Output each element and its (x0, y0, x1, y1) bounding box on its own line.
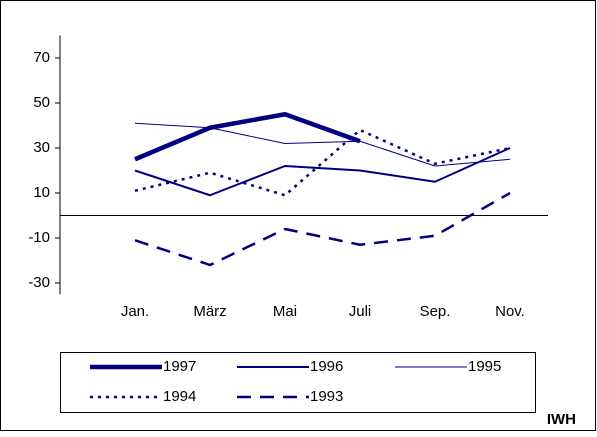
y-tick-label: 70 (33, 49, 50, 66)
legend-label: 1995 (468, 358, 501, 375)
series-line (134, 191, 511, 267)
legend-label: 1996 (310, 358, 343, 375)
y-tick-label: -10 (28, 229, 50, 246)
x-tick-label: Nov. (495, 303, 525, 320)
y-tick-label: -30 (28, 274, 50, 291)
x-tick-label: Sep. (420, 303, 451, 320)
x-tick-label: Juli (349, 303, 372, 320)
series-line (134, 112, 361, 162)
series-line (134, 122, 511, 167)
x-tick-label: März (193, 303, 226, 320)
series-line (134, 128, 511, 197)
legend-label: 1997 (163, 358, 196, 375)
y-tick-label: 50 (33, 94, 50, 111)
y-tick-label: 30 (33, 139, 50, 156)
legend-box (60, 352, 536, 413)
source-label: IWH (547, 411, 576, 428)
x-tick-label: Mai (273, 303, 297, 320)
series-line (134, 147, 511, 197)
x-tick-label: Jan. (121, 303, 149, 320)
y-tick-label: 10 (33, 184, 50, 201)
legend-label: 1994 (163, 388, 196, 405)
legend-label: 1993 (310, 388, 343, 405)
